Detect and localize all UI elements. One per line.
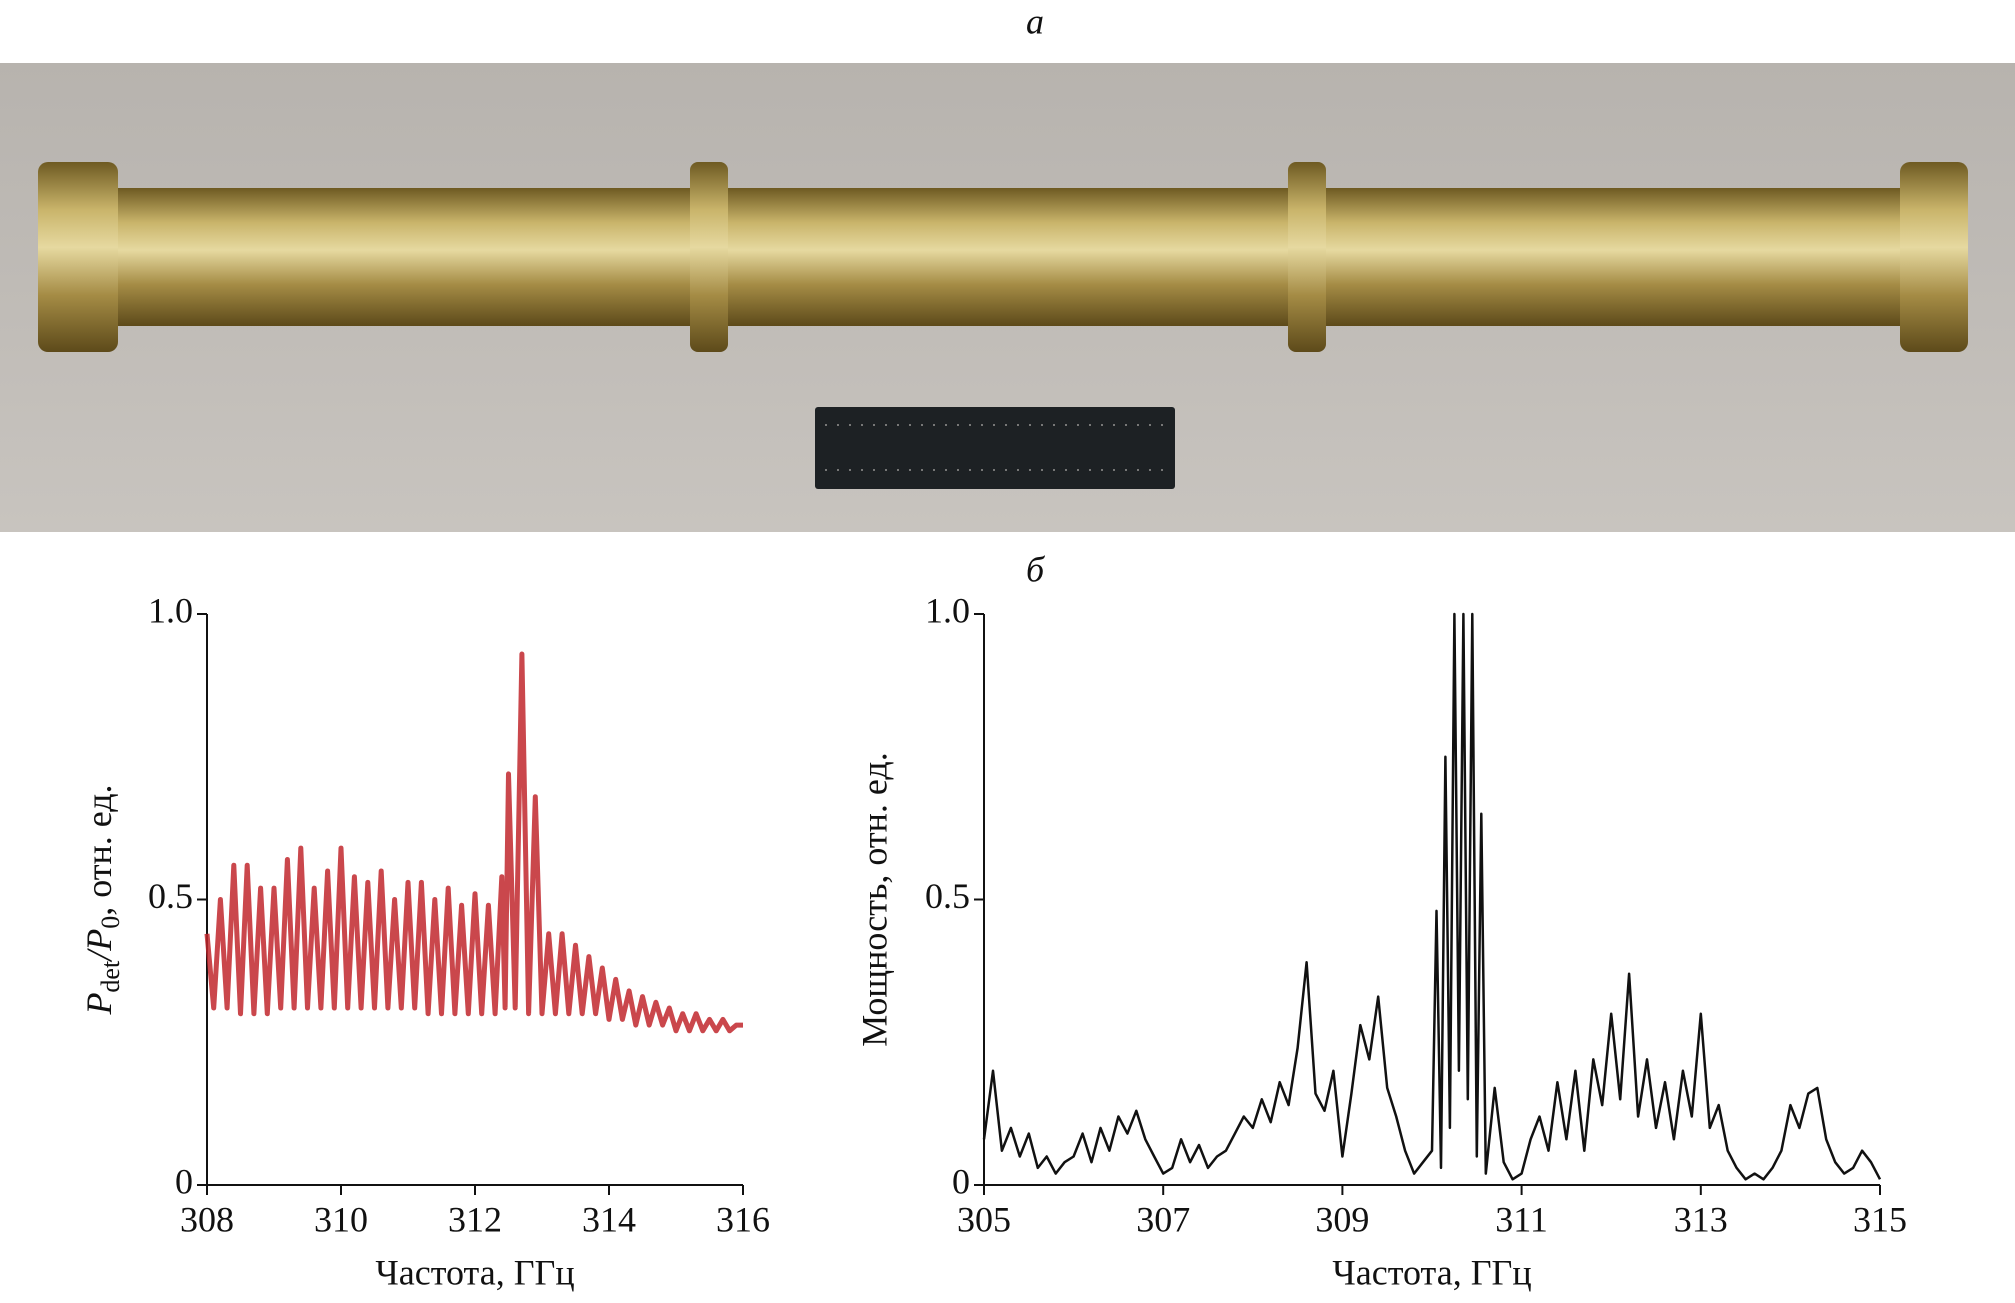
x-tick-label: 313 (1674, 1199, 1728, 1239)
x-axis-label: Частота, ГГц (1332, 1252, 1531, 1292)
x-tick-label: 310 (314, 1199, 368, 1239)
data-line (982, 612, 1882, 1181)
y-tick-label: 0 (175, 1161, 193, 1201)
photo (0, 63, 2015, 532)
y-axis-label-part: P (79, 993, 119, 1016)
panel-label: а (1026, 1, 1044, 41)
x-tick-label: 311 (1495, 1199, 1548, 1239)
x-axis-label: Частота, ГГц (375, 1252, 574, 1292)
y-axis-label: Мощность, отн. ед. (854, 752, 894, 1046)
x-tick-label: 316 (716, 1199, 770, 1239)
y-tick-label: 1.0 (925, 590, 970, 630)
x-tick-label: 309 (1315, 1199, 1369, 1239)
x-tick-label: 314 (582, 1199, 636, 1239)
x-tick-label: 305 (957, 1199, 1011, 1239)
y-axis-label-part: det (96, 960, 125, 993)
y-axis-label-part: /P (79, 929, 119, 963)
x-tick-label: 308 (180, 1199, 234, 1239)
x-tick-label: 312 (448, 1199, 502, 1239)
y-axis-label: Pdet/P0, отн. ед. (79, 784, 125, 1015)
panel-label: б (1026, 549, 1046, 589)
y-tick-label: 1.0 (148, 590, 193, 630)
x-tick-label: 307 (1136, 1199, 1190, 1239)
y-tick-label: 0 (952, 1161, 970, 1201)
y-axis-label-part: , отн. ед. (79, 784, 119, 915)
y-axis-label-part: 0 (96, 916, 125, 929)
y-tick-label: 0.5 (925, 876, 970, 916)
x-tick-label: 315 (1853, 1199, 1907, 1239)
y-tick-label: 0.5 (148, 876, 193, 916)
data-line (204, 651, 743, 1034)
